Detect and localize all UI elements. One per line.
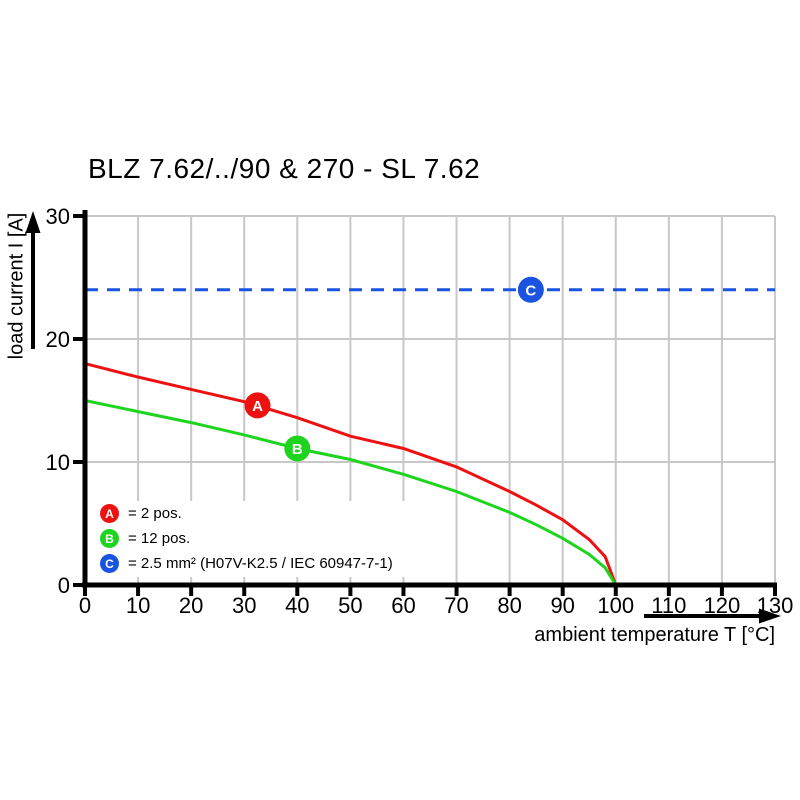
legend-item-c: C = 2.5 mm² (H07V-K2.5 / IEC 60947-7-1) [100, 554, 393, 573]
y-tick-label: 20 [46, 327, 70, 352]
x-tick-label: 80 [497, 593, 521, 618]
legend-item-c-label: = 2.5 mm² (H07V-K2.5 / IEC 60947-7-1) [128, 555, 393, 572]
legend-item-a-label: = 2 pos. [128, 505, 182, 522]
x-axis-arrow-icon [644, 608, 781, 624]
curve-b [84, 399, 618, 586]
marker-a [244, 392, 271, 419]
marker-a-letter: A [252, 398, 263, 415]
y-axis-label: load current I [A] [5, 212, 28, 360]
x-tick-label: 20 [179, 593, 203, 618]
y-tick-label: 0 [58, 573, 70, 598]
series-c-marker-icon: C [100, 554, 119, 573]
legend-item-b: B = 12 pos. [100, 529, 393, 548]
marker-c-letter: C [525, 282, 536, 299]
x-tick-label: 60 [391, 593, 415, 618]
y-tick-label: 30 [46, 204, 70, 229]
x-tick-label: 100 [597, 593, 634, 618]
legend: A = 2 pos. B = 12 pos. C = 2.5 mm² (H07V… [96, 501, 405, 577]
page-title: BLZ 7.62/../90 & 270 - SL 7.62 [88, 153, 481, 184]
y-tick-label: 10 [46, 450, 70, 475]
x-tick-label: 110 [651, 593, 686, 618]
x-tick-label: 70 [444, 593, 468, 618]
marker-b [284, 435, 311, 462]
x-tick-label: 120 [704, 593, 741, 618]
series-b-marker-icon: B [100, 529, 119, 548]
x-tick-label: 50 [338, 593, 362, 618]
legend-item-b-label: = 12 pos. [128, 530, 191, 547]
x-tick-label: 10 [126, 593, 150, 618]
x-tick-label: 0 [79, 593, 91, 618]
x-tick-label: 90 [550, 593, 574, 618]
x-tick-label: 40 [285, 593, 309, 618]
y-axis-arrow-icon [25, 211, 41, 349]
curve-a [84, 362, 618, 586]
legend-item-a: A = 2 pos. [100, 504, 393, 523]
marker-b-letter: B [292, 441, 303, 458]
x-tick-label: 30 [232, 593, 256, 618]
marker-c [517, 276, 544, 303]
series-a-marker-icon: A [100, 504, 119, 523]
x-axis-label: ambient temperature T [°C] [534, 624, 775, 646]
